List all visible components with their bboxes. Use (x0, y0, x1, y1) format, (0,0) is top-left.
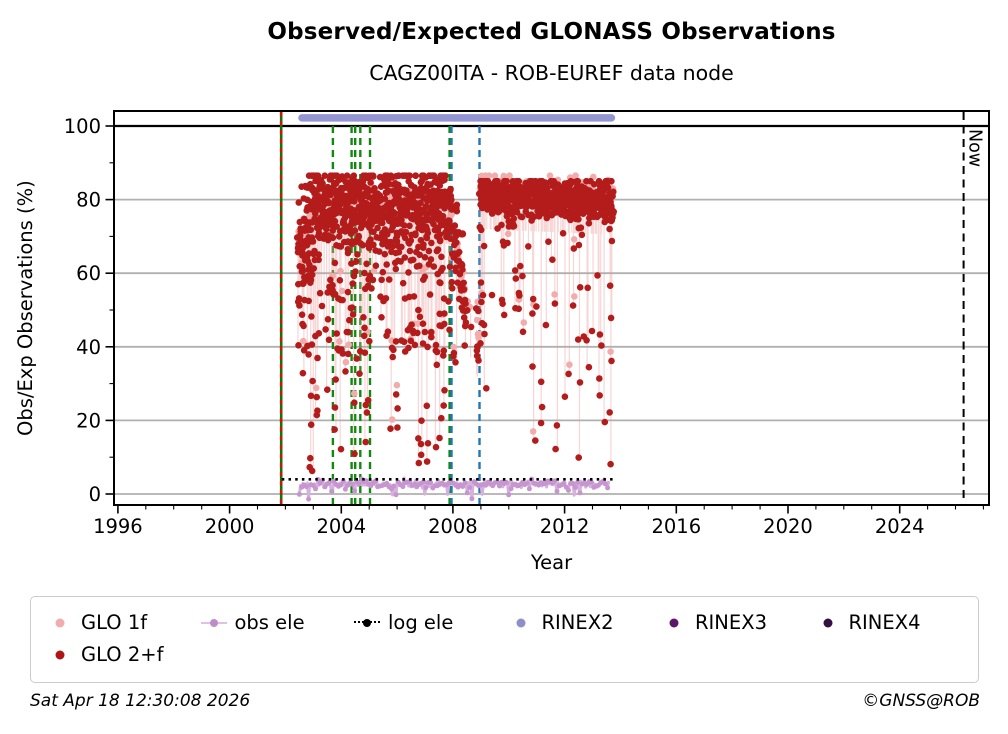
legend-label-glo-1f: GLO 1f (81, 611, 148, 634)
svg-text:2000: 2000 (205, 515, 255, 538)
glo2f-points (293, 172, 617, 475)
legend-item-log-ele: log ele (354, 611, 508, 634)
now-label: Now (965, 129, 985, 167)
svg-text:2016: 2016 (651, 515, 701, 538)
obs-ele-series (296, 476, 611, 502)
legend-label-log-ele: log ele (388, 611, 454, 634)
svg-text:40: 40 (76, 336, 101, 359)
legend-marker-rinex3-icon (661, 616, 687, 630)
legend-marker-rinex2-icon (508, 616, 534, 630)
svg-text:1996: 1996 (93, 515, 143, 538)
legend-marker-rinex4-icon (815, 616, 841, 630)
legend-item-glo-1f: GLO 1f (47, 611, 201, 634)
legend-label-rinex4: RINEX4 (848, 611, 921, 634)
footer: Sat Apr 18 12:30:08 2026 ©GNSS@ROB (30, 691, 980, 711)
legend-label-rinex2: RINEX2 (541, 611, 614, 634)
legend-box: GLO 1f obs ele log ele RINEX2 RINEX3 RINEX4 GL… (30, 596, 979, 683)
legend-marker-glo-2-f-icon (47, 648, 73, 662)
svg-text:80: 80 (76, 189, 101, 212)
chart-subtitle: CAGZ00ITA - ROB-EUREF data node (369, 61, 734, 85)
legend-marker-obs-ele-icon (200, 616, 227, 630)
gridlines (114, 124, 989, 495)
legend-item-rinex3: RINEX3 (661, 611, 815, 634)
legend-item-rinex4: RINEX4 (815, 611, 969, 634)
now-marker: Now (962, 112, 985, 504)
legend-label-obs-ele: obs ele (234, 611, 305, 634)
axes: 1996 2000 2004 2008 2012 2016 2020 2024 0 20 40 60 8… (64, 110, 990, 538)
svg-text:60: 60 (76, 262, 101, 285)
svg-text:100: 100 (64, 115, 101, 138)
page-title: Observed/Expected GLONASS Observations (267, 19, 836, 45)
svg-text:2024: 2024 (875, 515, 925, 538)
svg-text:2020: 2020 (763, 515, 813, 538)
legend-marker-glo-1f-icon (47, 616, 73, 630)
svg-text:2012: 2012 (540, 515, 590, 538)
legend-label-rinex3: RINEX3 (695, 611, 767, 634)
copyright-label: ©GNSS@ROB (862, 691, 980, 711)
svg-text:2004: 2004 (316, 515, 366, 538)
scatter-plot-canvas: Now 1996 2000 2004 2008 2012 2016 2020 2024 0 20 40… (64, 110, 990, 538)
svg-text:2008: 2008 (428, 515, 478, 538)
legend-item-obs-ele: obs ele (200, 611, 355, 634)
legend-marker-log-ele-icon (354, 616, 380, 630)
svg-text:0: 0 (89, 483, 101, 506)
x-axis-label: Year (530, 551, 573, 574)
legend-item-glo-2-f: GLO 2+f (47, 643, 201, 666)
legend-item-rinex2: RINEX2 (508, 611, 662, 634)
plot-timestamp: Sat Apr 18 12:30:08 2026 (30, 691, 251, 711)
svg-text:20: 20 (76, 409, 101, 432)
legend-label-glo-2-f: GLO 2+f (81, 643, 164, 666)
